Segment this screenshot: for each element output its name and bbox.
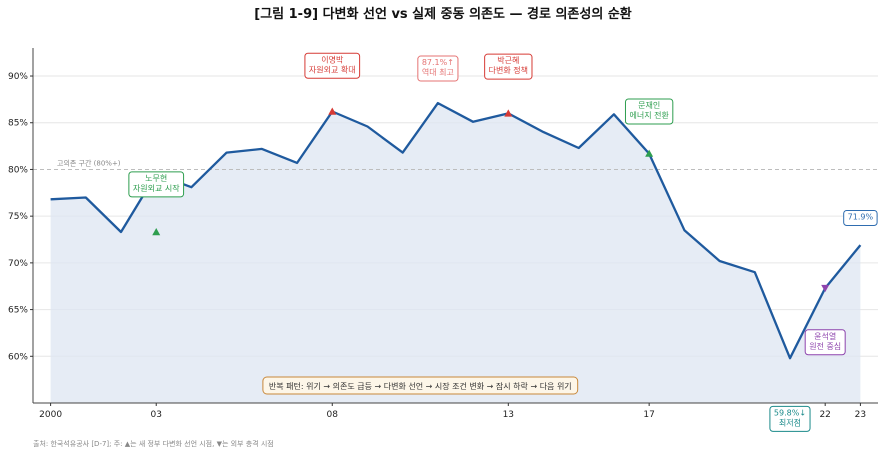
annotation-text: 에너지 전환 [629,110,669,120]
annotation-text: 59.8%↓ [774,408,806,417]
area-fill [50,103,861,403]
series-line [50,101,862,360]
x-axis-ticks: 2000 03 08 13 17 22 23 [39,403,866,420]
y-tick-label: 70% [8,259,28,269]
chart-title: [그림 1-9] 다변화 선언 vs 실제 중동 의존도 — 경로 의존성의 순… [254,6,632,22]
source-note: 출처: 한국석유공사 [D-7]; 주: ▲는 새 정부 다변화 선언 시점, … [33,439,274,448]
down-triangle-marker [821,284,830,293]
y-axis-ticks: 60% 65% 70% 75% 80% 85% 90% [8,72,33,362]
annotation-text: 다변화 정책 [489,65,528,75]
y-tick-label: 80% [8,165,28,175]
x-tick-label: 2000 [39,410,62,420]
annotation-text: 문재인 [638,100,660,110]
y-tick-label: 60% [8,352,28,362]
up-triangle-marker [645,149,654,157]
annotation-box [304,52,361,79]
x-tick-label: 03 [151,410,162,420]
annotation-box [843,210,878,227]
annotation-text: 원전 중심 [809,341,841,351]
up-triangle-marker [504,109,513,117]
axis-frame [32,48,878,404]
annotation-text: 최저점 [779,417,801,427]
pattern-box-frame [262,376,579,395]
y-tick-label: 85% [8,119,28,129]
y-tick-label: 90% [8,72,28,82]
annotation-box [484,53,533,80]
annotation-text: 87.1%↑ [422,58,454,67]
annotation-box [769,405,811,432]
annotation-text: 노무현 [145,174,167,183]
reference-line-label: 고의존 구간 (80%+) [57,158,121,167]
up-triangle-marker [328,107,337,115]
y-tick-label: 65% [8,306,28,316]
annotation-text: 박근혜 [497,55,519,65]
annotation-text: 역대 최고 [422,67,454,77]
annotation-callout: 87.1%↑역대 최고 [417,55,459,82]
annotation-callout: 59.8%↓최저점 [769,405,811,432]
annotation-box [804,329,846,356]
x-tick-label: 08 [327,410,339,420]
annotation-box [417,55,459,82]
y-tick-label: 75% [8,212,28,222]
annotation-box [624,98,674,125]
x-tick-label: 22 [819,410,830,420]
annotation-text: 자원외교 시작 [133,183,180,193]
annotation-text: 71.9% [848,213,874,222]
pattern-box: 반복 패턴: 위기 → 의존도 급등 → 다변화 선언 → 시장 조건 변화 →… [262,376,579,395]
x-tick-label: 23 [855,410,866,420]
up-triangle-marker [152,228,161,236]
annotation-callout: 71.9% [843,210,878,227]
x-tick-label: 17 [643,410,654,420]
x-tick-label: 13 [503,410,514,420]
pattern-box-text: 반복 패턴: 위기 → 의존도 급등 → 다변화 선언 → 시장 조건 변화 →… [269,381,572,391]
annotation-text: 윤석열 [814,331,836,341]
annotation-box [128,171,185,198]
annotation-text: 자원외교 확대 [309,64,356,74]
event-markers [152,107,830,293]
annotation-text: 이명박 [321,54,344,64]
